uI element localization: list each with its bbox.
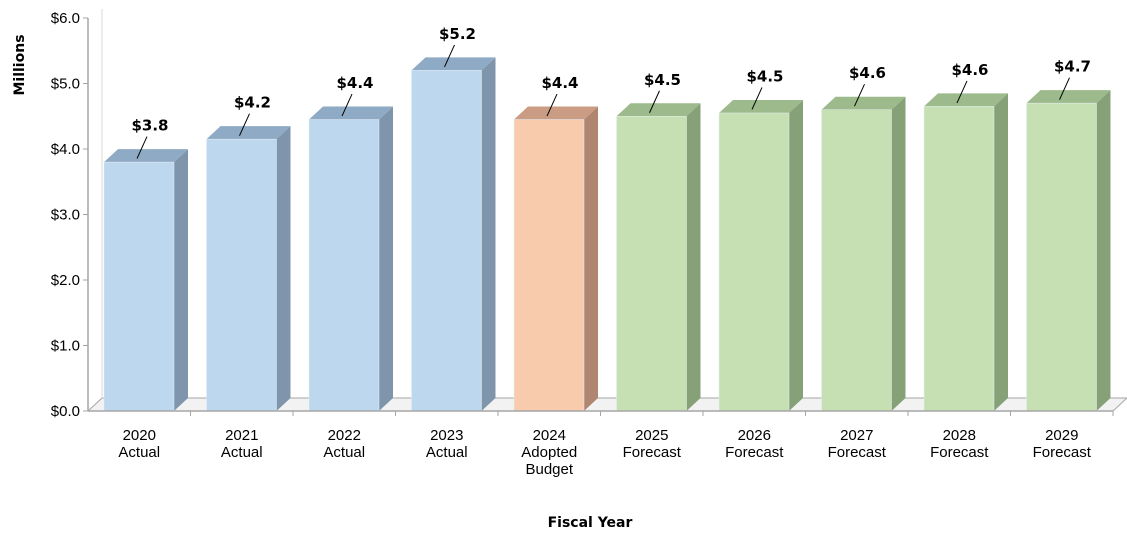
data-label: $3.8 <box>131 117 168 135</box>
data-label: $4.4 <box>336 74 373 92</box>
data-label: $5.2 <box>439 25 476 43</box>
bar-side-face <box>789 99 803 411</box>
x-axis-title: Fiscal Year <box>548 515 633 531</box>
y-tick-label: $0.0 <box>51 403 80 420</box>
bar-front-face <box>718 112 790 412</box>
bar-top-face <box>104 149 188 163</box>
bar-side-face <box>276 126 291 412</box>
y-tick-label: $3.0 <box>51 207 80 224</box>
bar-front-face <box>206 138 277 412</box>
data-label: $4.5 <box>746 67 783 85</box>
bar <box>513 106 598 412</box>
y-axis-title: Millions <box>12 34 28 95</box>
bar-front-face <box>308 119 380 412</box>
data-label: $4.6 <box>951 61 988 79</box>
data-label-leader <box>341 93 353 117</box>
bar-top-face <box>616 103 701 117</box>
data-label-leader <box>239 113 250 136</box>
bar-front-face <box>411 70 482 412</box>
bar <box>923 93 1008 412</box>
data-label-leader <box>854 83 865 107</box>
bar-top-face <box>206 126 291 140</box>
bar-front-face <box>1026 102 1097 412</box>
bar-front-face <box>103 161 175 412</box>
x-tick-label: 2021 Actual <box>221 427 263 461</box>
data-label: $4.5 <box>644 71 681 89</box>
data-label-leader <box>444 44 455 68</box>
bar <box>411 57 496 412</box>
bar-side-face <box>481 57 496 412</box>
x-tick-label: 2025 Forecast <box>623 427 682 461</box>
bar-top-face <box>1026 90 1111 104</box>
bar-front-face <box>821 109 892 412</box>
bar-side-face <box>994 93 1008 412</box>
bar <box>821 96 906 412</box>
bar-side-face <box>1096 90 1111 412</box>
x-tick-label: 2027 Forecast <box>828 427 887 461</box>
data-label-leader <box>956 80 968 104</box>
bar-top-face <box>514 106 598 120</box>
data-label-leader <box>1059 77 1070 100</box>
data-label-leader <box>546 93 558 117</box>
data-label: $4.4 <box>541 74 578 92</box>
bar <box>103 149 188 412</box>
bar-top-face <box>924 93 1008 107</box>
data-label: $4.2 <box>234 94 271 112</box>
bar <box>1026 90 1111 412</box>
bar <box>616 103 701 412</box>
data-label: $4.6 <box>849 64 886 82</box>
data-label-leader <box>649 90 660 113</box>
y-tick-label: $6.0 <box>51 10 80 27</box>
bar-side-face <box>174 149 188 411</box>
y-tick-label: $4.0 <box>51 141 80 158</box>
data-label-leader <box>751 87 763 110</box>
bar <box>206 126 291 412</box>
data-label-leader <box>136 136 148 159</box>
x-tick-label: 2023 Actual <box>426 427 468 461</box>
bar-top-face <box>719 99 803 113</box>
bar <box>308 106 393 412</box>
data-label: $4.7 <box>1054 58 1091 76</box>
x-tick-label: 2024 Adopted Budget <box>521 427 577 478</box>
bar-side-face <box>379 106 393 412</box>
y-tick-label: $5.0 <box>51 76 80 93</box>
bar-side-face <box>584 106 598 412</box>
x-tick-label: 2020 Actual <box>118 427 160 461</box>
bar-front-face <box>513 119 585 412</box>
bar-top-face <box>411 57 496 71</box>
x-tick-label: 2026 Forecast <box>725 427 784 461</box>
bar-side-face <box>686 103 701 411</box>
bar-top-face <box>309 106 393 120</box>
x-tick-label: 2022 Actual <box>323 427 365 461</box>
bar <box>718 99 803 412</box>
y-tick-label: $1.0 <box>51 338 80 355</box>
x-tick-label: 2028 Forecast <box>930 427 989 461</box>
bar-front-face <box>616 116 687 412</box>
bar-front-face <box>923 106 995 412</box>
bar-top-face <box>821 96 906 110</box>
y-tick-label: $2.0 <box>51 272 80 289</box>
bar-side-face <box>891 96 906 411</box>
x-tick-label: 2029 Forecast <box>1033 427 1092 461</box>
